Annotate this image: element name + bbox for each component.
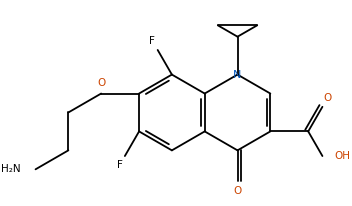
Text: O: O — [97, 78, 105, 88]
Text: N: N — [233, 70, 242, 80]
Text: O: O — [323, 93, 332, 103]
Text: H₂N: H₂N — [1, 164, 20, 174]
Text: F: F — [117, 160, 122, 170]
Text: O: O — [233, 186, 241, 196]
Text: OH: OH — [334, 151, 351, 161]
Text: F: F — [150, 36, 155, 46]
